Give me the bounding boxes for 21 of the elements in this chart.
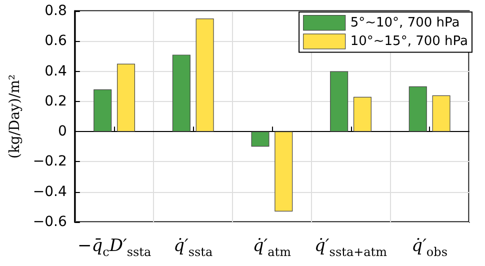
y-tick-label: 0	[58, 124, 67, 140]
y-tick-label: 0.8	[44, 3, 67, 19]
y-axis-title: (kg/Day)/m²	[7, 74, 23, 159]
legend-label: 10°~15°, 700 hPa	[350, 34, 468, 49]
y-tick-label: 0.6	[44, 33, 67, 50]
bar	[251, 132, 270, 147]
y-tick-label: −0.6	[32, 214, 67, 230]
legend-label: 5°~10°, 700 hPa	[350, 15, 460, 30]
y-tick-label: −0.2	[32, 154, 67, 170]
bar	[432, 95, 450, 132]
bar	[117, 64, 136, 132]
bar	[330, 71, 348, 132]
bar	[274, 132, 293, 212]
y-tick-label: −0.4	[32, 184, 67, 200]
bar	[196, 18, 214, 132]
bar	[172, 54, 190, 132]
bar	[408, 86, 427, 132]
bar	[94, 89, 112, 132]
y-tick-label: 0.4	[44, 63, 67, 80]
y-tick-label: 0.2	[44, 93, 67, 110]
bar	[353, 96, 372, 132]
